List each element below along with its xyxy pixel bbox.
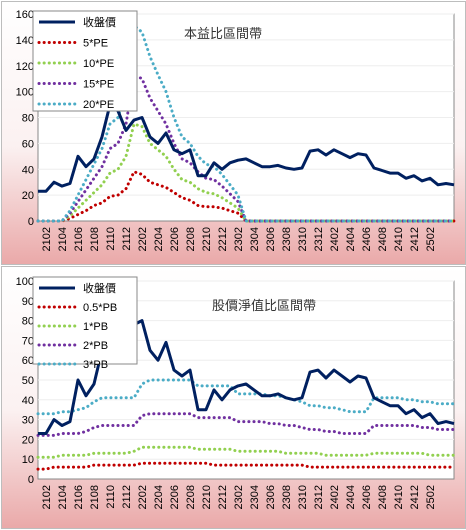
x-tick-label: 2502 [425,485,437,509]
pe-band-chart: 0 20 40 60 80 100 120 140 160 2102 2104 2106 2108 211… [16,9,456,251]
x-tick-label: 2502 [425,227,437,251]
series-line-2 [36,445,456,459]
x-tick-label: 2412 [409,227,421,251]
y-tick-label: 60 [22,138,34,150]
legend-label: 收盤價 [83,281,116,295]
x-tick-label: 2106 [73,227,85,251]
y-tick-label: 10 [22,454,34,466]
x-tick-label: 2406 [361,227,373,251]
x-tick-label: 2108 [89,227,101,251]
x-tick-label: 2112 [121,485,133,509]
pe-band-chart-panel: 0 20 40 60 80 100 120 140 160 2102 2104 2106 2108 211… [1,1,466,265]
x-tick-label: 2410 [393,485,405,509]
x-tick-label: 2102 [41,227,53,251]
legend-label: 5*PE [83,38,108,50]
x-tick-label: 2212 [217,485,229,509]
y-tick-label: 140 [16,35,34,47]
series-line-0 [38,103,455,193]
x-tick-label: 2304 [249,485,261,509]
x-tick-label: 2402 [329,227,341,251]
y-tick-label: 40 [22,395,34,407]
x-tick-label: 2312 [313,227,325,251]
pb-band-chart: 0 10 20 30 40 50 60 70 80 90 100 2102 2104 2106 2108 21… [16,276,456,509]
y-tick-label: 120 [16,61,34,73]
y-tick-label: 20 [22,434,34,446]
legend-label: 0.5*PB [83,302,117,314]
legend-label: 2*PB [83,340,108,352]
x-tick-label: 2108 [89,485,101,509]
y-tick-label: 20 [22,190,34,202]
x-tick-label: 2304 [249,227,261,251]
chart-title: 股價淨值比區間帶 [212,298,316,314]
x-tick-label: 2412 [409,485,421,509]
legend-label: 15*PE [83,79,114,91]
x-tick-label: 2310 [297,227,309,251]
y-tick-label: 80 [22,113,34,125]
legend-label: 收盤價 [83,15,116,29]
legend-label: 3*PB [83,359,108,371]
y-tick-label: 0 [28,216,34,228]
x-tick-label: 2308 [281,485,293,509]
x-tick-label: 2408 [377,227,389,251]
x-tick-label: 2206 [169,485,181,509]
x-tick-label: 2408 [377,485,389,509]
x-tick-label: 2212 [217,227,229,251]
x-tick-label: 2406 [361,485,373,509]
x-tick-label: 2402 [329,485,341,509]
x-tick-label: 2104 [57,485,69,509]
x-tick-label: 2208 [185,485,197,509]
y-tick-label: 0 [28,474,34,486]
legend-box [32,276,138,365]
y-tick-label: 80 [22,316,34,328]
y-tick-label: 40 [22,164,34,176]
pb-band-chart-panel: 0 10 20 30 40 50 60 70 80 90 100 2102 2104 2106 2108 21… [1,266,466,529]
y-tick-label: 160 [16,9,34,21]
x-tick-label: 2204 [153,227,165,251]
x-tick-label: 2102 [41,485,53,509]
y-tick-label: 90 [22,296,34,308]
x-tick-label: 2308 [281,227,293,251]
x-tick-label: 2302 [233,485,245,509]
x-tick-label: 2206 [169,227,181,251]
x-tick-label: 2110 [105,485,117,509]
x-tick-label: 2302 [233,227,245,251]
x-tick-label: 2306 [265,227,277,251]
series-line-4 [36,22,456,223]
series-line-4 [36,378,456,416]
series-line-1 [36,461,456,471]
x-tick-label: 2404 [345,227,357,251]
series-line-3 [36,412,456,437]
y-tick-label: 50 [22,375,34,387]
y-tick-label: 100 [16,87,34,99]
x-tick-label: 2112 [121,227,133,251]
x-tick-label: 2210 [201,485,213,509]
x-tick-label: 2310 [297,485,309,509]
x-tick-label: 2208 [185,227,197,251]
x-tick-label: 2110 [105,227,117,251]
y-tick-label: 70 [22,335,34,347]
chart-title: 本益比區間帶 [184,27,262,42]
x-tick-label: 2204 [153,485,165,509]
legend-label: 1*PB [83,321,108,333]
y-tick-label: 30 [22,415,34,427]
x-tick-label: 2202 [137,227,149,251]
y-tick-label: 100 [16,276,34,288]
x-tick-label: 2104 [57,227,69,251]
legend-box [32,10,138,112]
legend-label: 10*PE [83,58,114,70]
legend-label: 20*PE [83,99,114,111]
x-tick-label: 2202 [137,485,149,509]
y-tick-label: 60 [22,355,34,367]
x-tick-label: 2210 [201,227,213,251]
x-tick-label: 2410 [393,227,405,251]
x-tick-label: 2306 [265,485,277,509]
x-tick-label: 2106 [73,485,85,509]
x-tick-label: 2312 [313,485,325,509]
x-tick-label: 2404 [345,485,357,509]
